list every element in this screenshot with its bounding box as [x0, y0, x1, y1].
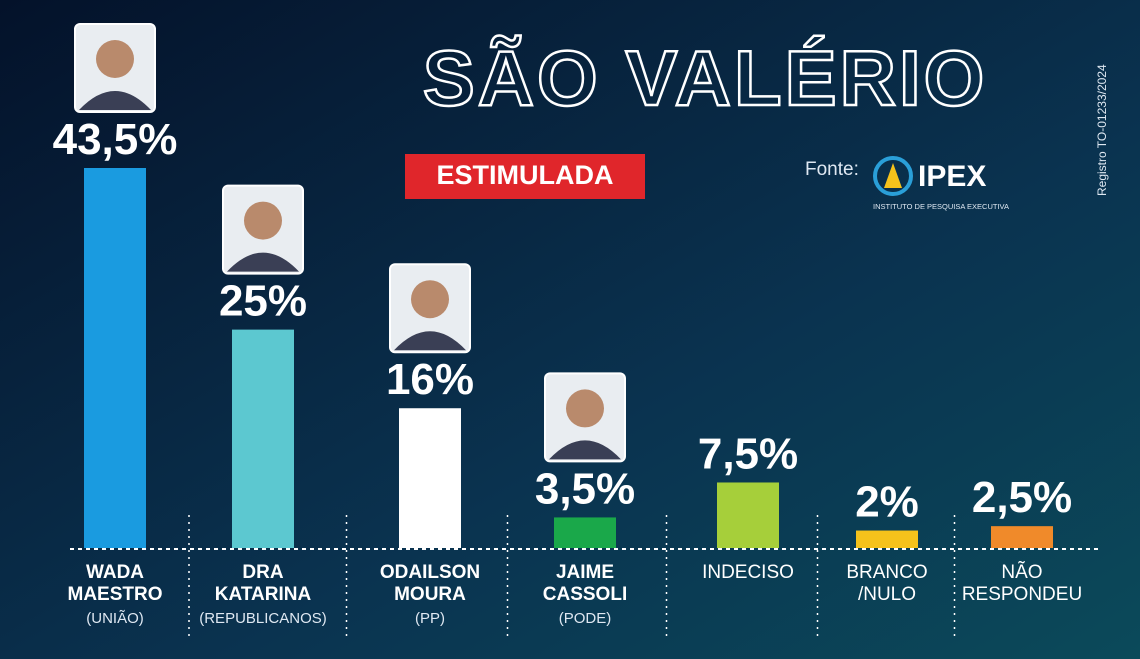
candidate-photo: [566, 389, 604, 428]
category-label: JAIME CASSOLI: [542, 562, 628, 605]
category-label: WADA MAESTRO: [67, 562, 163, 605]
candidate-photo: [79, 91, 151, 110]
value-label: 2,5%: [972, 473, 1072, 522]
category-label: DRA KATARINA: [214, 562, 312, 605]
party-label: (PODE): [558, 610, 612, 627]
party-label: (REPUBLICANOS): [199, 610, 327, 627]
candidate-photo: [96, 40, 134, 78]
party-label: (PP): [415, 610, 445, 627]
bar: [84, 168, 146, 548]
logo-mark: [884, 163, 902, 188]
subtitle: ESTIMULADA: [437, 160, 614, 190]
candidate-photo: [227, 252, 299, 272]
bar: [232, 329, 294, 548]
bar: [856, 530, 918, 548]
value-label: 43,5%: [53, 115, 178, 164]
source-label: Fonte:: [805, 159, 859, 180]
logo-mark: [873, 156, 913, 196]
category-label: INDECISO: [702, 562, 794, 583]
value-label: 2%: [855, 478, 919, 527]
candidate-photo: [411, 280, 449, 319]
chart-title: SÃO VALÉRIO: [423, 34, 988, 122]
registration: Registro TO-01233/2024: [1095, 64, 1109, 196]
bar: [991, 526, 1053, 548]
category-label: ODAILSON MOURA: [379, 562, 481, 605]
source-full: INSTITUTO DE PESQUISA EXECUTIVA: [873, 202, 1009, 211]
value-label: 16%: [386, 355, 474, 404]
candidate-photo: [394, 331, 466, 351]
value-label: 7,5%: [698, 429, 798, 478]
party-label: (UNIÃO): [86, 610, 144, 627]
subtitle-box: [405, 154, 645, 199]
value-label: 25%: [219, 277, 307, 326]
candidate-photo: [549, 440, 621, 460]
category-label: NÃO RESPONDEU: [961, 562, 1083, 605]
candidate-photo: [244, 201, 282, 240]
bar: [554, 517, 616, 548]
value-label: 3,5%: [535, 464, 635, 513]
category-label: BRANCO /NULO: [846, 562, 928, 605]
bar: [399, 408, 461, 548]
source-logo: IPEX: [918, 160, 986, 193]
bar: [717, 482, 779, 548]
